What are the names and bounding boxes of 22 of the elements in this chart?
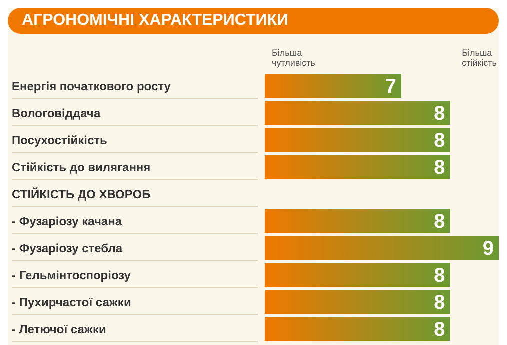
data-label: 8: [434, 211, 446, 234]
y-tick-label: СТІЙКІСТЬ ДО ХВОРОБ: [12, 188, 152, 202]
data-label: 8: [434, 157, 446, 180]
chart-title: АГРОНОМІЧНІ ХАРАКТЕРИСТИКИ: [8, 8, 499, 34]
data-label: 8: [434, 103, 446, 126]
text: Більша чутливість: [272, 48, 316, 68]
y-tick-label: - Фузаріозу стебла: [12, 242, 123, 256]
text: Більша стійкість: [462, 48, 497, 68]
data-label: 8: [434, 292, 446, 314]
y-tick-label: Посухостійкість: [12, 134, 108, 148]
y-tick-label: - Гельмінтоспоріозу: [12, 268, 132, 282]
data-label: 8: [434, 265, 446, 288]
data-label: 8: [434, 319, 446, 342]
y-tick-label: - Летючої сажки: [12, 322, 106, 336]
y-tick-label: Стійкість до вилягання: [12, 160, 151, 174]
y-tick-label: - Фузаріозу качана: [12, 214, 122, 228]
data-label: 7: [385, 76, 396, 98]
y-tick-label: - Пухирчастої сажки: [12, 296, 132, 310]
data-label: 8: [434, 130, 446, 152]
y-tick-label: Енергія початкового росту: [12, 80, 172, 94]
data-label: 9: [482, 238, 494, 260]
y-tick-label: Вологовіддача: [12, 106, 101, 120]
